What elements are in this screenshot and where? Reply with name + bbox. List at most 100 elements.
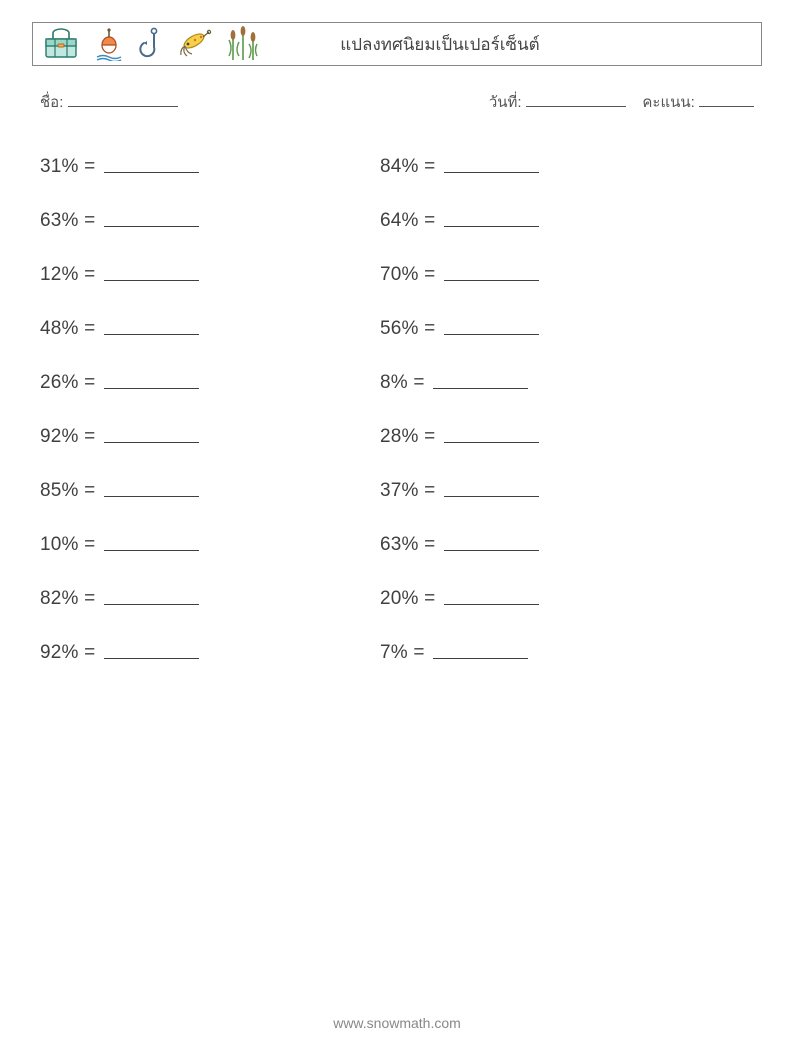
- percent-value: 48%: [40, 319, 79, 340]
- problem-row: 85% = 37% =: [40, 464, 720, 518]
- answer-blank: [104, 371, 199, 388]
- problem-row: 48% = 56% =: [40, 302, 720, 356]
- answer-blank: [444, 263, 539, 280]
- problem-row: 12% = 70% =: [40, 248, 720, 302]
- problems-grid: 31% = 84% = 63% = 64% = 12% = 70% = 48% …: [40, 140, 720, 680]
- answer-blank: [104, 209, 199, 226]
- footer: www.snowmath.com: [0, 1015, 794, 1031]
- tackle-box-icon: [43, 27, 79, 61]
- equals-sign: =: [79, 535, 101, 556]
- hook-icon: [139, 27, 165, 61]
- answer-blank: [104, 533, 199, 550]
- worksheet-title: แปลงทศนิยมเป็นเปอร์เซ็นต์: [340, 35, 539, 54]
- problem-cell: 70% =: [380, 263, 720, 286]
- percent-value: 7%: [380, 643, 408, 664]
- footer-text: www.snowmath.com: [333, 1015, 461, 1031]
- problem-row: 10% = 63% =: [40, 518, 720, 572]
- answer-blank: [104, 425, 199, 442]
- equals-sign: =: [419, 427, 441, 448]
- problem-row: 31% = 84% =: [40, 140, 720, 194]
- problem-cell: 31% =: [40, 155, 380, 178]
- percent-value: 12%: [40, 265, 79, 286]
- problem-cell: 12% =: [40, 263, 380, 286]
- percent-value: 31%: [40, 157, 79, 178]
- answer-blank: [444, 155, 539, 172]
- problem-cell: 92% =: [40, 641, 380, 664]
- answer-blank: [433, 371, 528, 388]
- name-label: ชื่อ:: [40, 94, 63, 111]
- lure-icon: [179, 27, 213, 61]
- bobber-icon: [93, 27, 125, 61]
- answer-blank: [433, 641, 528, 658]
- answer-blank: [444, 317, 539, 334]
- problem-cell: 82% =: [40, 587, 380, 610]
- header-icons: [43, 26, 259, 62]
- problem-cell: 84% =: [380, 155, 720, 178]
- percent-value: 63%: [40, 211, 79, 232]
- problem-cell: 56% =: [380, 317, 720, 340]
- name-field: ชื่อ:: [40, 90, 178, 114]
- equals-sign: =: [419, 481, 441, 502]
- equals-sign: =: [419, 319, 441, 340]
- answer-blank: [104, 263, 199, 280]
- problem-cell: 8% =: [380, 371, 720, 394]
- equals-sign: =: [419, 535, 441, 556]
- answer-blank: [444, 533, 539, 550]
- answer-blank: [104, 587, 199, 604]
- percent-value: 20%: [380, 589, 419, 610]
- answer-blank: [104, 155, 199, 172]
- equals-sign: =: [408, 643, 430, 664]
- problem-cell: 26% =: [40, 371, 380, 394]
- equals-sign: =: [419, 265, 441, 286]
- worksheet-page: แปลงทศนิยมเป็นเปอร์เซ็นต์ ชื่อ: วันที่: …: [0, 0, 794, 1053]
- percent-value: 10%: [40, 535, 79, 556]
- problem-cell: 63% =: [40, 209, 380, 232]
- reeds-icon: [227, 26, 259, 62]
- problem-row: 92% = 7% =: [40, 626, 720, 680]
- problem-cell: 64% =: [380, 209, 720, 232]
- percent-value: 56%: [380, 319, 419, 340]
- answer-blank: [444, 425, 539, 442]
- score-blank: [699, 92, 754, 107]
- meta-row: ชื่อ: วันที่: คะแนน:: [40, 90, 754, 114]
- date-blank: [526, 92, 626, 107]
- problem-row: 63% = 64% =: [40, 194, 720, 248]
- equals-sign: =: [419, 157, 441, 178]
- equals-sign: =: [419, 211, 441, 232]
- problem-row: 26% = 8% =: [40, 356, 720, 410]
- percent-value: 92%: [40, 643, 79, 664]
- answer-blank: [444, 479, 539, 496]
- problem-cell: 20% =: [380, 587, 720, 610]
- answer-blank: [104, 479, 199, 496]
- title-wrap: แปลงทศนิยมเป็นเปอร์เซ็นต์: [259, 31, 751, 58]
- percent-value: 92%: [40, 427, 79, 448]
- problem-cell: 28% =: [380, 425, 720, 448]
- percent-value: 26%: [40, 373, 79, 394]
- equals-sign: =: [79, 319, 101, 340]
- percent-value: 8%: [380, 373, 408, 394]
- answer-blank: [104, 641, 199, 658]
- percent-value: 85%: [40, 481, 79, 502]
- problem-row: 92% = 28% =: [40, 410, 720, 464]
- equals-sign: =: [79, 589, 101, 610]
- percent-value: 63%: [380, 535, 419, 556]
- percent-value: 37%: [380, 481, 419, 502]
- equals-sign: =: [408, 373, 430, 394]
- equals-sign: =: [79, 481, 101, 502]
- equals-sign: =: [79, 265, 101, 286]
- problem-row: 82% = 20% =: [40, 572, 720, 626]
- equals-sign: =: [79, 373, 101, 394]
- score-label: คะแนน:: [642, 94, 694, 111]
- answer-blank: [104, 317, 199, 334]
- problem-cell: 37% =: [380, 479, 720, 502]
- percent-value: 64%: [380, 211, 419, 232]
- answer-blank: [444, 209, 539, 226]
- header-box: แปลงทศนิยมเป็นเปอร์เซ็นต์: [32, 22, 762, 66]
- percent-value: 70%: [380, 265, 419, 286]
- problem-cell: 48% =: [40, 317, 380, 340]
- problem-cell: 63% =: [380, 533, 720, 556]
- date-score-field: วันที่: คะแนน:: [489, 90, 754, 114]
- problem-cell: 7% =: [380, 641, 720, 664]
- equals-sign: =: [79, 211, 101, 232]
- problem-cell: 85% =: [40, 479, 380, 502]
